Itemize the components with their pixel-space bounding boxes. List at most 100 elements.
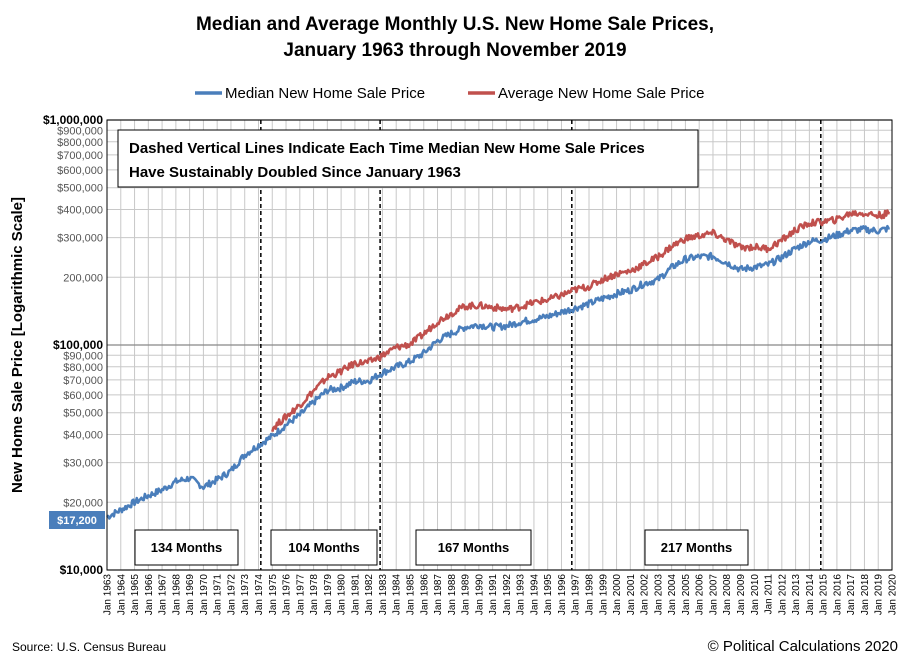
y-tick-label: $60,000 [63, 390, 103, 402]
x-tick-label: Jan 1977 [295, 574, 306, 616]
x-tick-label: Jan 2020 [888, 574, 899, 616]
x-tick-label: Jan 2011 [764, 574, 775, 615]
x-tick-label: Jan 2014 [805, 574, 816, 616]
duration-box-frame [270, 529, 378, 566]
x-tick-label: Jan 1964 [116, 574, 127, 616]
duration-box: 134 Months [134, 529, 239, 566]
x-tick-label: Jan 1974 [254, 574, 265, 616]
note-box: Dashed Vertical Lines Indicate Each Time… [117, 129, 699, 188]
y-tick-label: $40,000 [63, 430, 103, 442]
duration-label: 104 Months [288, 540, 360, 555]
y-axis-ticks: $20,000 $30,000 $40,000 $50,000 $60,000 $70,0… [43, 113, 103, 577]
duration-box-frame [415, 529, 532, 566]
x-tick-label: Jan 2004 [667, 574, 678, 616]
x-tick-label: Jan 1975 [268, 574, 279, 616]
y-tick-label: $400,000 [57, 205, 103, 217]
y-tick-label: $700,000 [57, 150, 103, 162]
x-tick-label: Jan 1963 [103, 574, 114, 616]
start-value-badge-bg [49, 511, 105, 529]
note-line-2: Have Sustainably Doubled Since January 1… [129, 164, 461, 181]
x-tick-label: Jan 2013 [791, 574, 802, 616]
duration-label: 134 Months [151, 540, 223, 555]
x-tick-label: Jan 1976 [282, 574, 293, 616]
x-tick-label: Jan 1981 [350, 574, 361, 616]
x-tick-label: Jan 1986 [419, 574, 430, 616]
x-tick-label: Jan 2008 [722, 574, 733, 616]
x-tick-label: Jan 1971 [213, 574, 224, 616]
y-tick-label: $300,000 [57, 233, 103, 245]
y-tick-label: $70,000 [63, 375, 103, 387]
source-note: Source: U.S. Census Bureau [12, 640, 166, 654]
x-tick-label: Jan 2002 [640, 574, 651, 616]
y-tick-label: $90,000 [63, 350, 103, 362]
legend-label-average: Average New Home Sale Price [498, 85, 704, 102]
legend-label-median: Median New Home Sale Price [225, 85, 425, 102]
x-tick-label: Jan 2007 [708, 574, 719, 616]
x-tick-label: Jan 2009 [736, 574, 747, 616]
y-axis-label: New Home Sale Price [Logarithmic Scale] [9, 197, 26, 493]
duration-box-frame [644, 529, 749, 566]
x-tick-label: Jan 2017 [846, 574, 857, 616]
y-tick-label: $600,000 [57, 165, 103, 177]
doubling-lines [260, 120, 822, 570]
x-tick-label: Jan 1966 [144, 574, 155, 616]
x-tick-label: Jan 1970 [199, 574, 210, 616]
x-tick-label: Jan 1992 [502, 574, 513, 616]
x-tick-label: Jan 1993 [516, 574, 527, 616]
duration-box: 104 Months [270, 529, 378, 566]
x-tick-label: Jan 1999 [598, 574, 609, 616]
chart-title-line-1: Median and Average Monthly U.S. New Home… [196, 14, 714, 35]
legend: Median New Home Sale Price Average New H… [195, 85, 704, 102]
x-tick-label: Jan 2001 [626, 574, 637, 616]
y-tick-label: $50,000 [63, 408, 103, 420]
y-tick-label-major: $100,000 [53, 338, 103, 352]
x-tick-label: Jan 2010 [750, 574, 761, 616]
x-tick-label: Jan 1994 [529, 574, 540, 616]
x-tick-label: Jan 1985 [405, 574, 416, 616]
x-tick-label: Jan 2019 [874, 574, 885, 616]
x-tick-label: Jan 1972 [226, 574, 237, 616]
note-box-frame [117, 129, 699, 188]
series-line-average [271, 209, 891, 433]
duration-label: 167 Months [438, 540, 510, 555]
x-tick-label: Jan 2018 [860, 574, 871, 616]
y-tick-label: $30,000 [63, 458, 103, 470]
plot-border [106, 119, 893, 571]
credit-note: © Political Calculations 2020 [708, 638, 898, 655]
y-tick-label-major: $10,000 [60, 563, 104, 577]
y-tick-label: $900,000 [57, 125, 103, 137]
y-tick-label: 200,000 [63, 272, 103, 284]
x-tick-label: Jan 2012 [777, 574, 788, 616]
x-tick-label: Jan 1983 [378, 574, 389, 616]
duration-box: 217 Months [644, 529, 749, 566]
x-tick-label: Jan 1987 [433, 574, 444, 616]
x-tick-label: Jan 2005 [681, 574, 692, 616]
duration-labels: 134 Months 104 Months 167 Months 217 Months [134, 529, 749, 566]
y-tick-label: $80,000 [63, 362, 103, 374]
x-tick-label: Jan 1978 [309, 574, 320, 616]
x-tick-label: Jan 1969 [185, 574, 196, 616]
series-line-median [106, 224, 890, 520]
x-tick-label: Jan 1982 [364, 574, 375, 616]
x-tick-label: Jan 1998 [585, 574, 596, 616]
x-tick-label: Jan 1990 [474, 574, 485, 616]
duration-box: 167 Months [415, 529, 532, 566]
x-tick-label: Jan 1967 [158, 574, 169, 616]
x-tick-label: Jan 1996 [557, 574, 568, 616]
x-tick-label: Jan 2003 [653, 574, 664, 616]
x-tick-label: Jan 1988 [447, 574, 458, 616]
y-tick-label: $20,000 [63, 497, 103, 509]
x-tick-label: Jan 1973 [240, 574, 251, 616]
x-tick-label: Jan 1989 [461, 574, 472, 616]
x-tick-label: Jan 2016 [832, 574, 843, 616]
duration-label: 217 Months [661, 540, 733, 555]
x-tick-label: Jan 1995 [543, 574, 554, 616]
x-tick-label: Jan 1984 [392, 574, 403, 616]
duration-box-frame [134, 529, 239, 566]
x-tick-label: Jan 2006 [695, 574, 706, 616]
start-value-badge: $17,200 [49, 511, 105, 529]
x-tick-label: Jan 1997 [571, 574, 582, 616]
x-tick-label: Jan 1965 [130, 574, 141, 616]
y-tick-label-major: $1,000,000 [43, 113, 103, 127]
